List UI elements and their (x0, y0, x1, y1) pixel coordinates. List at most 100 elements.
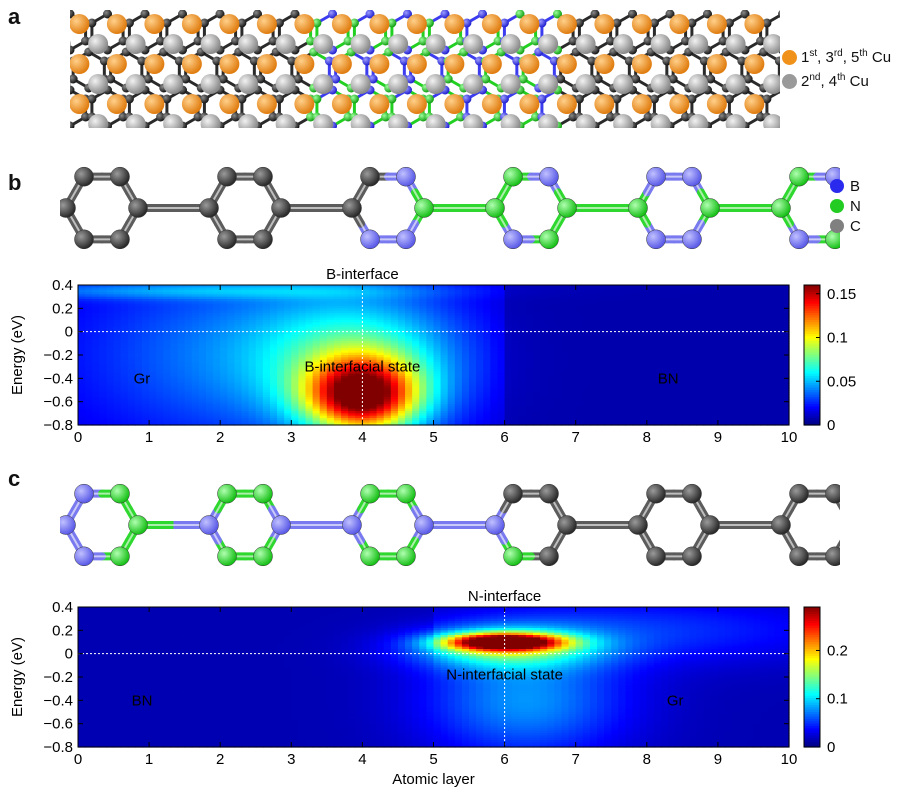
heatmap-cell (205, 338, 214, 342)
heatmap-cell (319, 390, 328, 393)
heatmap-cell (184, 285, 193, 288)
heatmap-cell (405, 357, 413, 361)
heatmap-cell (305, 385, 314, 389)
heatmap-cell (78, 285, 86, 288)
heatmap-cell (262, 408, 271, 412)
heatmap-cell (326, 308, 335, 312)
heatmap-cell (255, 406, 264, 410)
lattice-atom-N (515, 10, 525, 19)
heatmap-cell (333, 320, 342, 323)
lattice-atom-C (762, 18, 772, 28)
heatmap-cell (106, 364, 115, 368)
heatmap-cell (184, 362, 193, 365)
heatmap-cell (469, 303, 477, 307)
heatmap-cell (284, 369, 292, 372)
heatmap-cell (326, 357, 335, 361)
heatmap-cell (106, 378, 115, 382)
heatmap-cell (533, 406, 541, 410)
heatmap-cell (198, 362, 207, 365)
heatmap-cell (504, 413, 513, 417)
heatmap-cell (333, 385, 342, 389)
heatmap-cell (440, 324, 449, 328)
heatmap-cell (291, 401, 300, 405)
heatmap-cell (440, 383, 449, 386)
heatmap-cell (85, 331, 93, 335)
heatmap-cell (149, 292, 157, 295)
heatmap-cell (156, 285, 164, 288)
heatmap-cell (262, 310, 271, 314)
heatmap-cell (341, 362, 349, 365)
heatmap-cell (511, 313, 520, 316)
heatmap-cell (397, 418, 406, 421)
heatmap-cell (134, 422, 143, 426)
heatmap-cell (198, 418, 207, 421)
heatmap-cell (184, 292, 193, 295)
heatmap-cell (305, 362, 314, 365)
heatmap-cell (419, 399, 427, 403)
heatmap-cell (78, 334, 86, 337)
heatmap-cell (362, 338, 371, 342)
lattice-atom-C (681, 112, 691, 122)
heatmap-cell (255, 369, 264, 372)
heatmap-cell (390, 324, 399, 328)
heatmap-cell (113, 352, 122, 356)
heatmap-cell (85, 404, 93, 407)
heatmap-cell (461, 380, 470, 384)
heatmap-cell (255, 373, 264, 377)
heatmap-cell (362, 418, 371, 421)
heatmap-cell (376, 306, 385, 309)
heatmap-cell (390, 364, 399, 368)
atom-C (217, 166, 237, 187)
legend-a-text-odd-src: 1st, 3rd, 5th Cu (782, 90, 783, 91)
heatmap-cell (255, 357, 264, 361)
heatmap-cell (397, 303, 406, 307)
heatmap-cell (113, 387, 122, 391)
heatmap-cell (390, 380, 399, 384)
heatmap-cell (113, 383, 122, 386)
heatmap-cell (397, 380, 406, 384)
heatmap-cell (412, 329, 420, 333)
heatmap-cell (440, 310, 449, 314)
heatmap-cell (433, 420, 442, 424)
heatmap-cell (490, 418, 499, 421)
heatmap-cell (440, 292, 449, 295)
heatmap-cell (213, 352, 221, 356)
cu-atom-even (88, 114, 109, 128)
heatmap-cell (248, 366, 257, 370)
heatmap-cell (362, 380, 371, 384)
heatmap-cell (170, 352, 179, 356)
heatmap-cell (149, 350, 157, 354)
heatmap-cell (312, 317, 321, 321)
lattice-atom-C (193, 112, 203, 122)
heatmap-cell (284, 378, 292, 382)
heatmap-cell (85, 341, 93, 344)
cu-atom-even (350, 114, 371, 128)
heatmap-cell (191, 301, 200, 305)
heatmap-cell (234, 338, 243, 342)
heatmap-cell (440, 385, 449, 389)
heatmap-cell (113, 306, 122, 309)
heatmap-cell (461, 306, 470, 309)
heatmap-cell (490, 371, 499, 375)
heatmap-cell (362, 394, 371, 398)
heatmap-cell (348, 373, 356, 377)
heatmap-cell (198, 406, 207, 410)
heatmap-cell (533, 338, 541, 342)
heatmap-cell (326, 422, 335, 426)
heatmap-cell (405, 422, 413, 426)
heatmap-cell (461, 292, 470, 295)
lattice-atom-C (606, 112, 616, 122)
heatmap-cell (149, 341, 157, 344)
cu-atom-odd (744, 94, 765, 114)
heatmap-cell (106, 408, 115, 412)
heatmap-cell (106, 341, 115, 344)
heatmap-cell (99, 385, 108, 389)
heatmap-cell (333, 285, 342, 288)
atom-B (682, 166, 702, 187)
heatmap-cell (227, 418, 236, 421)
heatmap-cell (141, 336, 150, 340)
heatmap-cell (198, 369, 207, 372)
heatmap-cell (518, 315, 527, 319)
heatmap-cell (369, 308, 378, 312)
heatmap-cell (170, 418, 179, 421)
